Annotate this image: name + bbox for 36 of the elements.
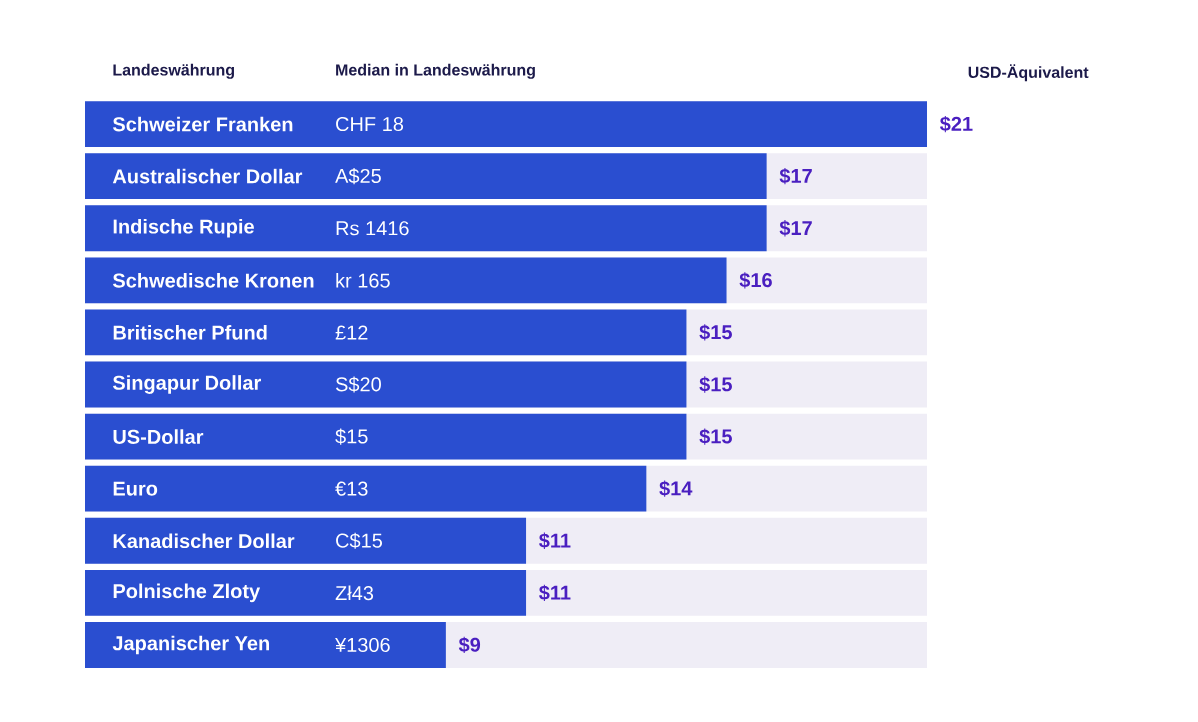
y-tick-label: Indische Rupie: [113, 218, 254, 238]
data-label: $16: [739, 272, 772, 289]
y-tick-label: Britischer Pfund: [113, 325, 267, 340]
annotation: C$15: [336, 532, 383, 549]
data-label: $17: [779, 167, 812, 185]
annotation: $15: [335, 428, 368, 445]
y-tick-label: Schwedische Kronen: [112, 272, 314, 288]
data-label: $11: [539, 584, 571, 602]
y-tick-label: Kanadischer Dollar: [113, 533, 295, 549]
annotation: £12: [335, 325, 368, 340]
y-tick-label: Singapur Dollar: [112, 375, 261, 394]
data-label: $15: [699, 376, 732, 393]
y-tick-label: Australischer Dollar: [112, 168, 303, 184]
data-label: $21: [939, 115, 973, 133]
annotation: kr 165: [336, 272, 390, 288]
annotation: Zł43: [335, 585, 374, 601]
y-tick-label: US-Dollar: [113, 429, 204, 444]
y-axis-title: Landeswährung: [113, 63, 234, 79]
annotation: ¥1306: [335, 637, 390, 653]
y-tick-label: Japanischer Yen: [112, 635, 269, 655]
annotation: Rs 1416: [336, 221, 409, 236]
data-label: $9: [458, 636, 481, 654]
y-tick-label: Schweizer Franken: [112, 116, 293, 132]
annotation: €13: [335, 481, 368, 496]
text: Median in Landeswährung: [336, 63, 535, 79]
annotation: A$25: [335, 168, 381, 185]
y-tick-label: Euro: [113, 481, 158, 496]
y-tick-label: Polnische Zloty: [113, 583, 261, 603]
data-label: $15: [699, 428, 732, 445]
data-label: $15: [699, 324, 732, 341]
annotation: S$20: [335, 376, 381, 393]
data-label: $17: [779, 220, 812, 237]
annotation: CHF 18: [336, 116, 404, 132]
x-axis-title: USD-Äquivalent: [968, 64, 1089, 82]
data-label: $14: [659, 480, 693, 497]
data-label: $11: [539, 532, 571, 549]
